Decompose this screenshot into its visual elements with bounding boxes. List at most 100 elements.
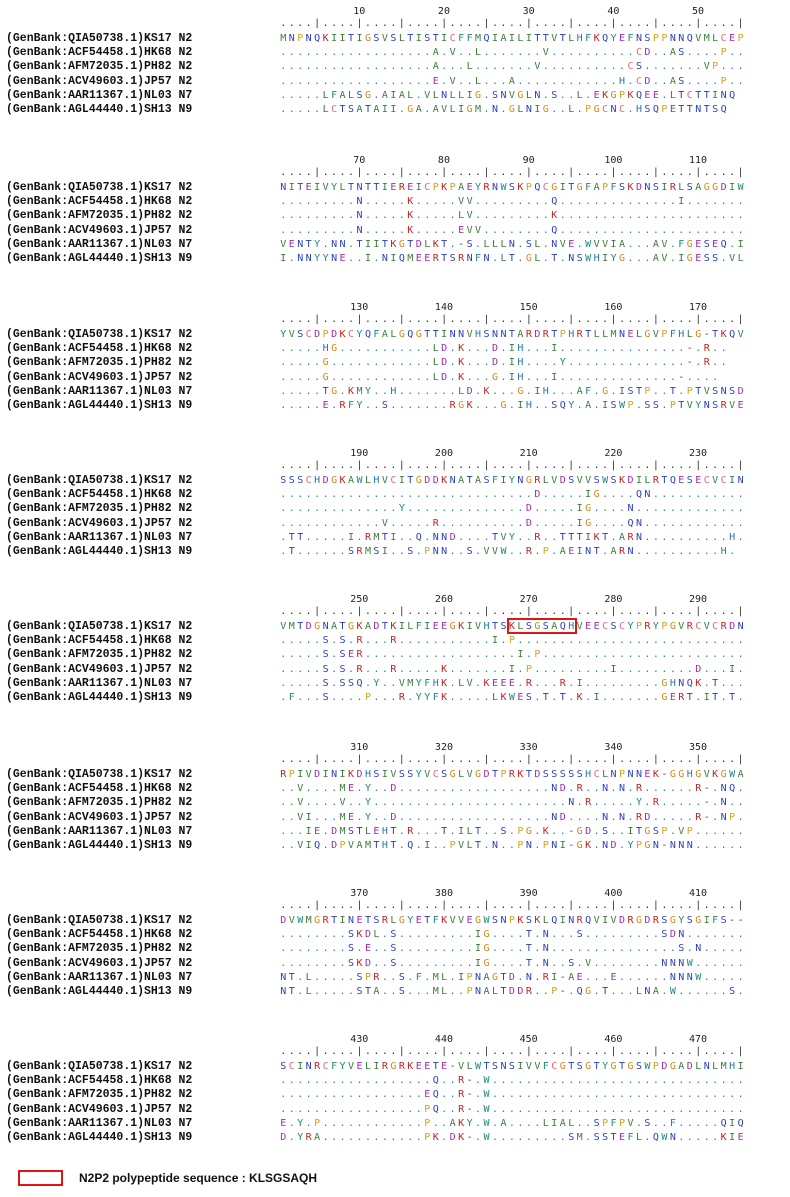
residue: P <box>424 1117 431 1129</box>
residue: . <box>534 343 541 355</box>
ruler-number: 390 <box>519 888 538 899</box>
residue: I <box>381 769 388 780</box>
residue: . <box>627 371 634 383</box>
residue: . <box>500 371 507 383</box>
residue: . <box>585 663 592 675</box>
residue: E <box>415 1061 422 1072</box>
residue: R <box>576 783 583 795</box>
residue: . <box>322 75 329 87</box>
residue: . <box>568 385 575 397</box>
residue: . <box>712 943 719 955</box>
residue: N <box>441 546 448 557</box>
residue: T <box>381 621 388 632</box>
residue: . <box>619 371 625 383</box>
residue: . <box>288 89 295 101</box>
residue: . <box>322 1132 329 1143</box>
residue: . <box>398 196 405 208</box>
residue: N <box>602 783 608 795</box>
residue: S <box>576 769 583 780</box>
residue: H <box>729 1061 736 1072</box>
residue: . <box>381 692 388 703</box>
residue: V <box>585 957 592 969</box>
residue: . <box>381 210 388 222</box>
residue: . <box>491 1089 498 1101</box>
residue: . <box>559 210 566 222</box>
residue: . <box>661 343 668 355</box>
residue: I <box>491 33 498 44</box>
residue: . <box>415 196 422 208</box>
residue: . <box>729 957 736 969</box>
residue: P <box>661 104 668 115</box>
residue: V <box>466 677 473 689</box>
residue: V <box>729 400 736 411</box>
residue: T <box>297 182 304 193</box>
residue: I <box>381 546 388 557</box>
residue: M <box>280 33 287 44</box>
residue: R <box>720 400 727 411</box>
residue: I <box>348 531 354 543</box>
residue: . <box>737 503 744 515</box>
residue: Y <box>678 915 685 926</box>
residue: . <box>441 943 448 955</box>
residue: Q <box>729 329 736 340</box>
residue: . <box>500 489 507 501</box>
residue: Q <box>720 238 727 250</box>
residue: . <box>729 929 736 941</box>
residue: . <box>483 371 490 383</box>
residue: D <box>280 915 287 926</box>
residue: . <box>551 1132 558 1143</box>
residue: . <box>559 1103 566 1115</box>
residue: I <box>415 182 422 193</box>
residue: . <box>364 1117 371 1129</box>
residue: . <box>356 253 363 264</box>
residue: Y <box>627 840 634 851</box>
residue: . <box>348 489 354 501</box>
ruler-number: 80 <box>437 155 450 166</box>
residue: . <box>712 517 719 529</box>
residue: . <box>356 1089 363 1101</box>
residue: N <box>280 986 287 997</box>
residue: . <box>314 663 321 675</box>
residue: . <box>458 546 465 557</box>
residue: . <box>678 343 685 355</box>
residue: . <box>500 517 507 529</box>
residue: . <box>280 943 287 955</box>
residue: N <box>348 915 354 926</box>
sequence-label: (GenBank:QIA50738.1)KS17 N2 <box>6 474 193 487</box>
residue: . <box>712 489 719 501</box>
residue: V <box>610 915 617 926</box>
residue: N <box>703 1061 710 1072</box>
residue: P <box>466 971 473 983</box>
residue: Y <box>415 677 422 689</box>
residue: L <box>339 182 346 193</box>
residue: D <box>390 783 397 795</box>
residue: . <box>686 371 693 383</box>
residue: . <box>441 503 448 515</box>
residue: . <box>441 811 448 823</box>
residue: P <box>297 33 304 44</box>
residue: N <box>678 840 685 851</box>
residue: . <box>644 692 651 703</box>
residue: I <box>593 692 600 703</box>
residue: . <box>314 649 321 661</box>
residue: G <box>517 89 524 101</box>
residue: L <box>466 1061 473 1072</box>
residue: K <box>720 329 727 340</box>
residue: Y <box>627 621 634 632</box>
residue: . <box>534 196 541 208</box>
residue: . <box>576 649 583 661</box>
residue: Q <box>534 182 541 193</box>
residue: . <box>424 825 431 837</box>
residue: Q <box>669 475 676 486</box>
residue: . <box>703 224 710 236</box>
residue: N <box>619 811 625 823</box>
residue: . <box>441 797 448 809</box>
residue: N <box>669 957 676 969</box>
residue: . <box>339 986 346 997</box>
residue: . <box>364 1103 371 1115</box>
residue: H <box>678 329 685 340</box>
ruler-number: 190 <box>350 448 369 459</box>
residue: K <box>458 357 465 369</box>
ruler-number: 430 <box>350 1034 369 1045</box>
